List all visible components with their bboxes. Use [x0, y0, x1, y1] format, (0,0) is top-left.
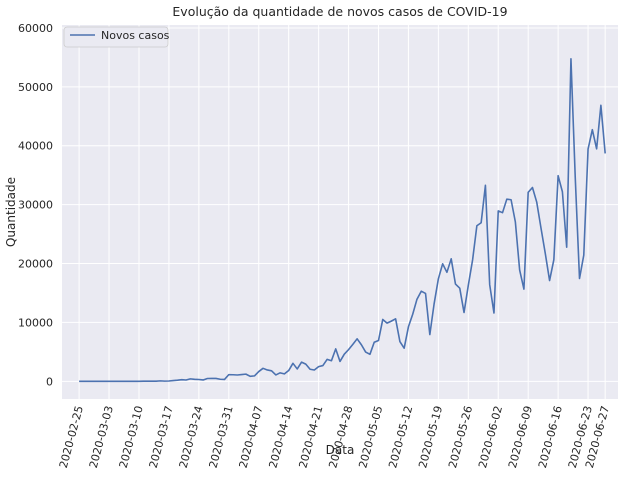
x-tick-label: 2020-05-26: [446, 404, 475, 469]
y-axis-label: Quantidade: [4, 177, 18, 247]
x-tick-label: 2020-03-24: [177, 404, 206, 469]
y-tick-label: 40000: [18, 140, 53, 153]
legend: Novos casos: [63, 26, 170, 48]
x-tick-label: 2020-04-28: [326, 404, 355, 469]
x-tick-label: 2020-03-03: [87, 404, 116, 469]
x-axis-label: Data: [326, 443, 355, 457]
x-tick-label: 2020-05-19: [416, 404, 445, 469]
x-tick-label: 2020-04-21: [296, 404, 325, 469]
x-tick-labels: 2020-02-25 2020-03-03 2020-03-10 2020-03-17…: [57, 404, 612, 469]
grid: [62, 25, 618, 399]
x-tick-label: 2020-05-05: [356, 404, 385, 469]
x-tick-label: 2020-03-17: [147, 404, 176, 469]
x-tick-label: 2020-06-02: [476, 404, 505, 469]
chart-title: Evolução da quantidade de novos casos de…: [172, 4, 507, 19]
series-line-0: [79, 57, 606, 383]
legend-box: [63, 26, 169, 48]
x-tick-label: 2020-05-12: [386, 404, 415, 469]
x-tick-label: 2020-02-25: [57, 404, 86, 469]
x-tick-label: 2020-06-09: [506, 404, 535, 469]
x-tick-label: 2020-03-10: [117, 404, 146, 469]
y-tick-label: 20000: [18, 258, 53, 271]
y-tick-label: 50000: [18, 81, 53, 94]
x-tick-label: 2020-04-07: [237, 404, 266, 469]
y-tick-label: 60000: [18, 22, 53, 35]
y-tick-labels: 0 10000 20000 30000 40000 50000 60000: [18, 22, 53, 388]
y-tick-label: 10000: [18, 316, 53, 329]
x-tick-label: 2020-03-31: [207, 404, 236, 469]
y-tick-label: 30000: [18, 199, 53, 212]
series-layer: [79, 57, 606, 383]
legend-label-novos-casos: Novos casos: [101, 29, 170, 42]
x-tick-label: 2020-06-16: [536, 404, 565, 469]
y-tick-label: 0: [46, 375, 53, 388]
plot-area: [62, 25, 618, 399]
x-tick-label: 2020-04-14: [266, 404, 295, 469]
